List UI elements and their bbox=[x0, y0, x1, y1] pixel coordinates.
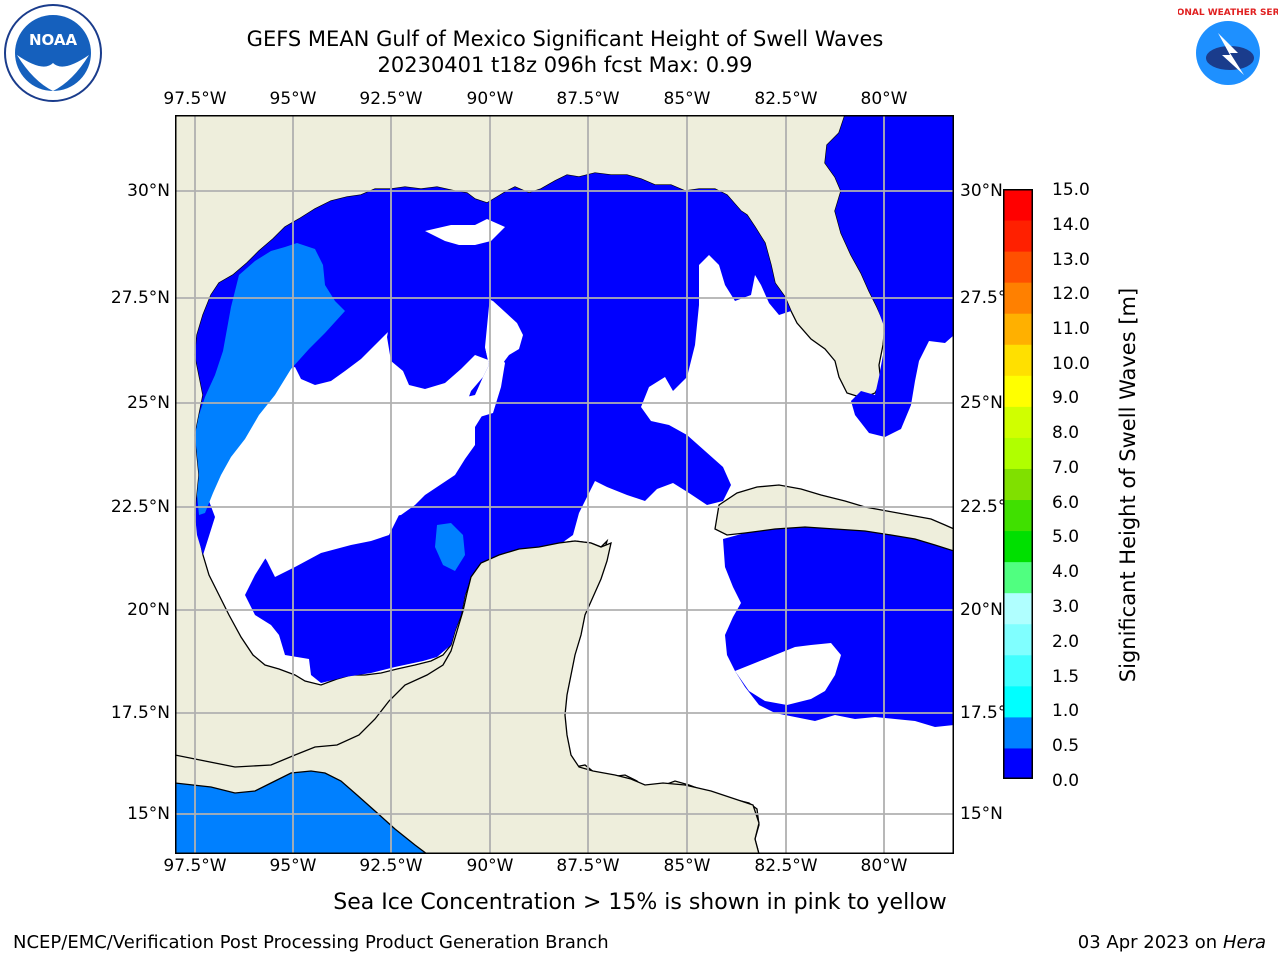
swell-region-0.5-1.0-pacific bbox=[175, 771, 427, 854]
no-swell-area-north bbox=[425, 219, 505, 245]
footer-credit: NCEP/EMC/Verification Post Processing Pr… bbox=[13, 932, 609, 953]
colorbar-segment bbox=[1003, 437, 1033, 469]
lon-label-bottom: 80°W bbox=[860, 856, 908, 876]
no-swell-area-central bbox=[385, 347, 505, 495]
lon-label-top: 90°W bbox=[466, 89, 514, 109]
colorbar-tick-label: 9.0 bbox=[1052, 388, 1080, 408]
colorbar-segment bbox=[1003, 654, 1033, 687]
nws-logo: NATIONAL WEATHER SERVICE bbox=[1178, 6, 1278, 100]
lat-label-left: 20°N bbox=[127, 600, 170, 620]
swell-region-0-0.5-caribbean bbox=[723, 527, 954, 727]
colorbar-segment bbox=[1003, 282, 1033, 314]
lon-label-bottom: 97.5°W bbox=[163, 856, 227, 876]
land-cuba bbox=[714, 484, 954, 552]
colorbar-tick-label: 10.0 bbox=[1052, 354, 1090, 374]
colorbar-tick-label: 3.0 bbox=[1052, 597, 1080, 617]
colorbar-tick-label: 2.0 bbox=[1052, 632, 1080, 652]
nws-logo-text: NATIONAL WEATHER SERVICE bbox=[1178, 8, 1278, 18]
colorbar-tick-label: 7.0 bbox=[1052, 458, 1080, 478]
gridlines bbox=[175, 115, 954, 854]
colorbar-segment bbox=[1003, 716, 1033, 749]
footer-date-text: 03 Apr 2023 on bbox=[1077, 932, 1223, 953]
gulf-of-mexico-map bbox=[175, 115, 954, 854]
lon-label-top: 97.5°W bbox=[163, 89, 227, 109]
lat-label-right: 15°N bbox=[960, 804, 1003, 824]
lon-label-top: 85°W bbox=[663, 89, 711, 109]
swell-region-0.5-1.0-small bbox=[435, 523, 465, 571]
lon-label-bottom: 95°W bbox=[269, 856, 317, 876]
colorbar-segment bbox=[1003, 747, 1033, 779]
sea-ice-note: Sea Ice Concentration > 15% is shown in … bbox=[333, 890, 947, 915]
colorbar-segment bbox=[1003, 251, 1033, 283]
colorbar-tick-label: 11.0 bbox=[1052, 319, 1090, 339]
colorbar-tick-label: 4.0 bbox=[1052, 562, 1080, 582]
map-frame bbox=[175, 115, 954, 854]
lon-label-top: 80°W bbox=[860, 89, 908, 109]
land-yucatan bbox=[175, 540, 760, 854]
chart-title: GEFS MEAN Gulf of Mexico Significant Hei… bbox=[246, 27, 884, 51]
chart-subtitle: 20230401 t18z 096h fcst Max: 0.99 bbox=[377, 53, 753, 77]
lon-label-bottom: 82.5°W bbox=[754, 856, 818, 876]
colorbar-tick-label: 14.0 bbox=[1052, 215, 1090, 235]
colorbar-segment bbox=[1003, 561, 1033, 594]
lon-label-bottom: 92.5°W bbox=[359, 856, 423, 876]
lon-label-top: 82.5°W bbox=[754, 89, 818, 109]
colorbar-tick-label: 13.0 bbox=[1052, 250, 1090, 270]
lat-label-right: 20°N bbox=[960, 600, 1003, 620]
colorbar-segment bbox=[1003, 499, 1033, 532]
lon-label-top: 92.5°W bbox=[359, 89, 423, 109]
lon-label-bottom: 85°W bbox=[663, 856, 711, 876]
lat-label-left: 15°N bbox=[127, 804, 170, 824]
lat-label-left: 25°N bbox=[127, 393, 170, 413]
colorbar-tick-label: 8.0 bbox=[1052, 423, 1080, 443]
lat-label-left: 27.5°N bbox=[110, 288, 170, 308]
colorbar-title: Significant Height of Swell Waves [m] bbox=[1116, 287, 1140, 683]
colorbar-tick-label: 0.0 bbox=[1052, 771, 1080, 791]
colorbar-tick-label: 12.0 bbox=[1052, 284, 1090, 304]
noaa-logo: NOAA bbox=[4, 4, 102, 102]
lon-label-top: 95°W bbox=[269, 89, 317, 109]
colorbar-segment bbox=[1003, 375, 1033, 407]
colorbar-tick-label: 1.0 bbox=[1052, 701, 1080, 721]
colorbar-segment bbox=[1003, 685, 1033, 718]
colorbar-segment bbox=[1003, 592, 1033, 625]
lat-label-left: 30°N bbox=[127, 181, 170, 201]
lon-label-bottom: 87.5°W bbox=[556, 856, 620, 876]
lat-label-right: 30°N bbox=[960, 181, 1003, 201]
colorbar-tick-label: 0.5 bbox=[1052, 736, 1080, 756]
colorbar-tick-label: 6.0 bbox=[1052, 493, 1080, 513]
no-swell-area-caribbean bbox=[735, 643, 841, 705]
lat-label-right: 25°N bbox=[960, 393, 1003, 413]
colorbar-tick-label: 5.0 bbox=[1052, 527, 1080, 547]
colorbar-segment bbox=[1003, 344, 1033, 376]
colorbar-tick-label: 1.5 bbox=[1052, 667, 1080, 687]
noaa-logo-text: NOAA bbox=[29, 31, 78, 49]
swell-region-0-0.5 bbox=[195, 173, 791, 683]
colorbar-segment bbox=[1003, 220, 1033, 252]
lon-label-top: 87.5°W bbox=[556, 89, 620, 109]
colorbar bbox=[1003, 189, 1033, 779]
swell-region-0.5-1.0-west bbox=[195, 243, 345, 515]
lat-label-left: 22.5°N bbox=[110, 497, 170, 517]
footer-date: 03 Apr 2023 on Hera bbox=[1078, 932, 1266, 953]
colorbar-tick-label: 15.0 bbox=[1052, 180, 1090, 200]
colorbar-segment bbox=[1003, 406, 1033, 438]
colorbar-segment bbox=[1003, 530, 1033, 563]
lon-label-bottom: 90°W bbox=[466, 856, 514, 876]
colorbar-segment bbox=[1003, 623, 1033, 656]
swell-region-0-0.5-atlantic bbox=[825, 115, 954, 437]
footer-host: Hera bbox=[1222, 932, 1266, 953]
colorbar-segment bbox=[1003, 189, 1033, 221]
colorbar-frame bbox=[1003, 189, 1033, 779]
colorbar-segment bbox=[1003, 468, 1033, 501]
lat-label-left: 17.5°N bbox=[110, 703, 170, 723]
colorbar-segment bbox=[1003, 313, 1033, 345]
